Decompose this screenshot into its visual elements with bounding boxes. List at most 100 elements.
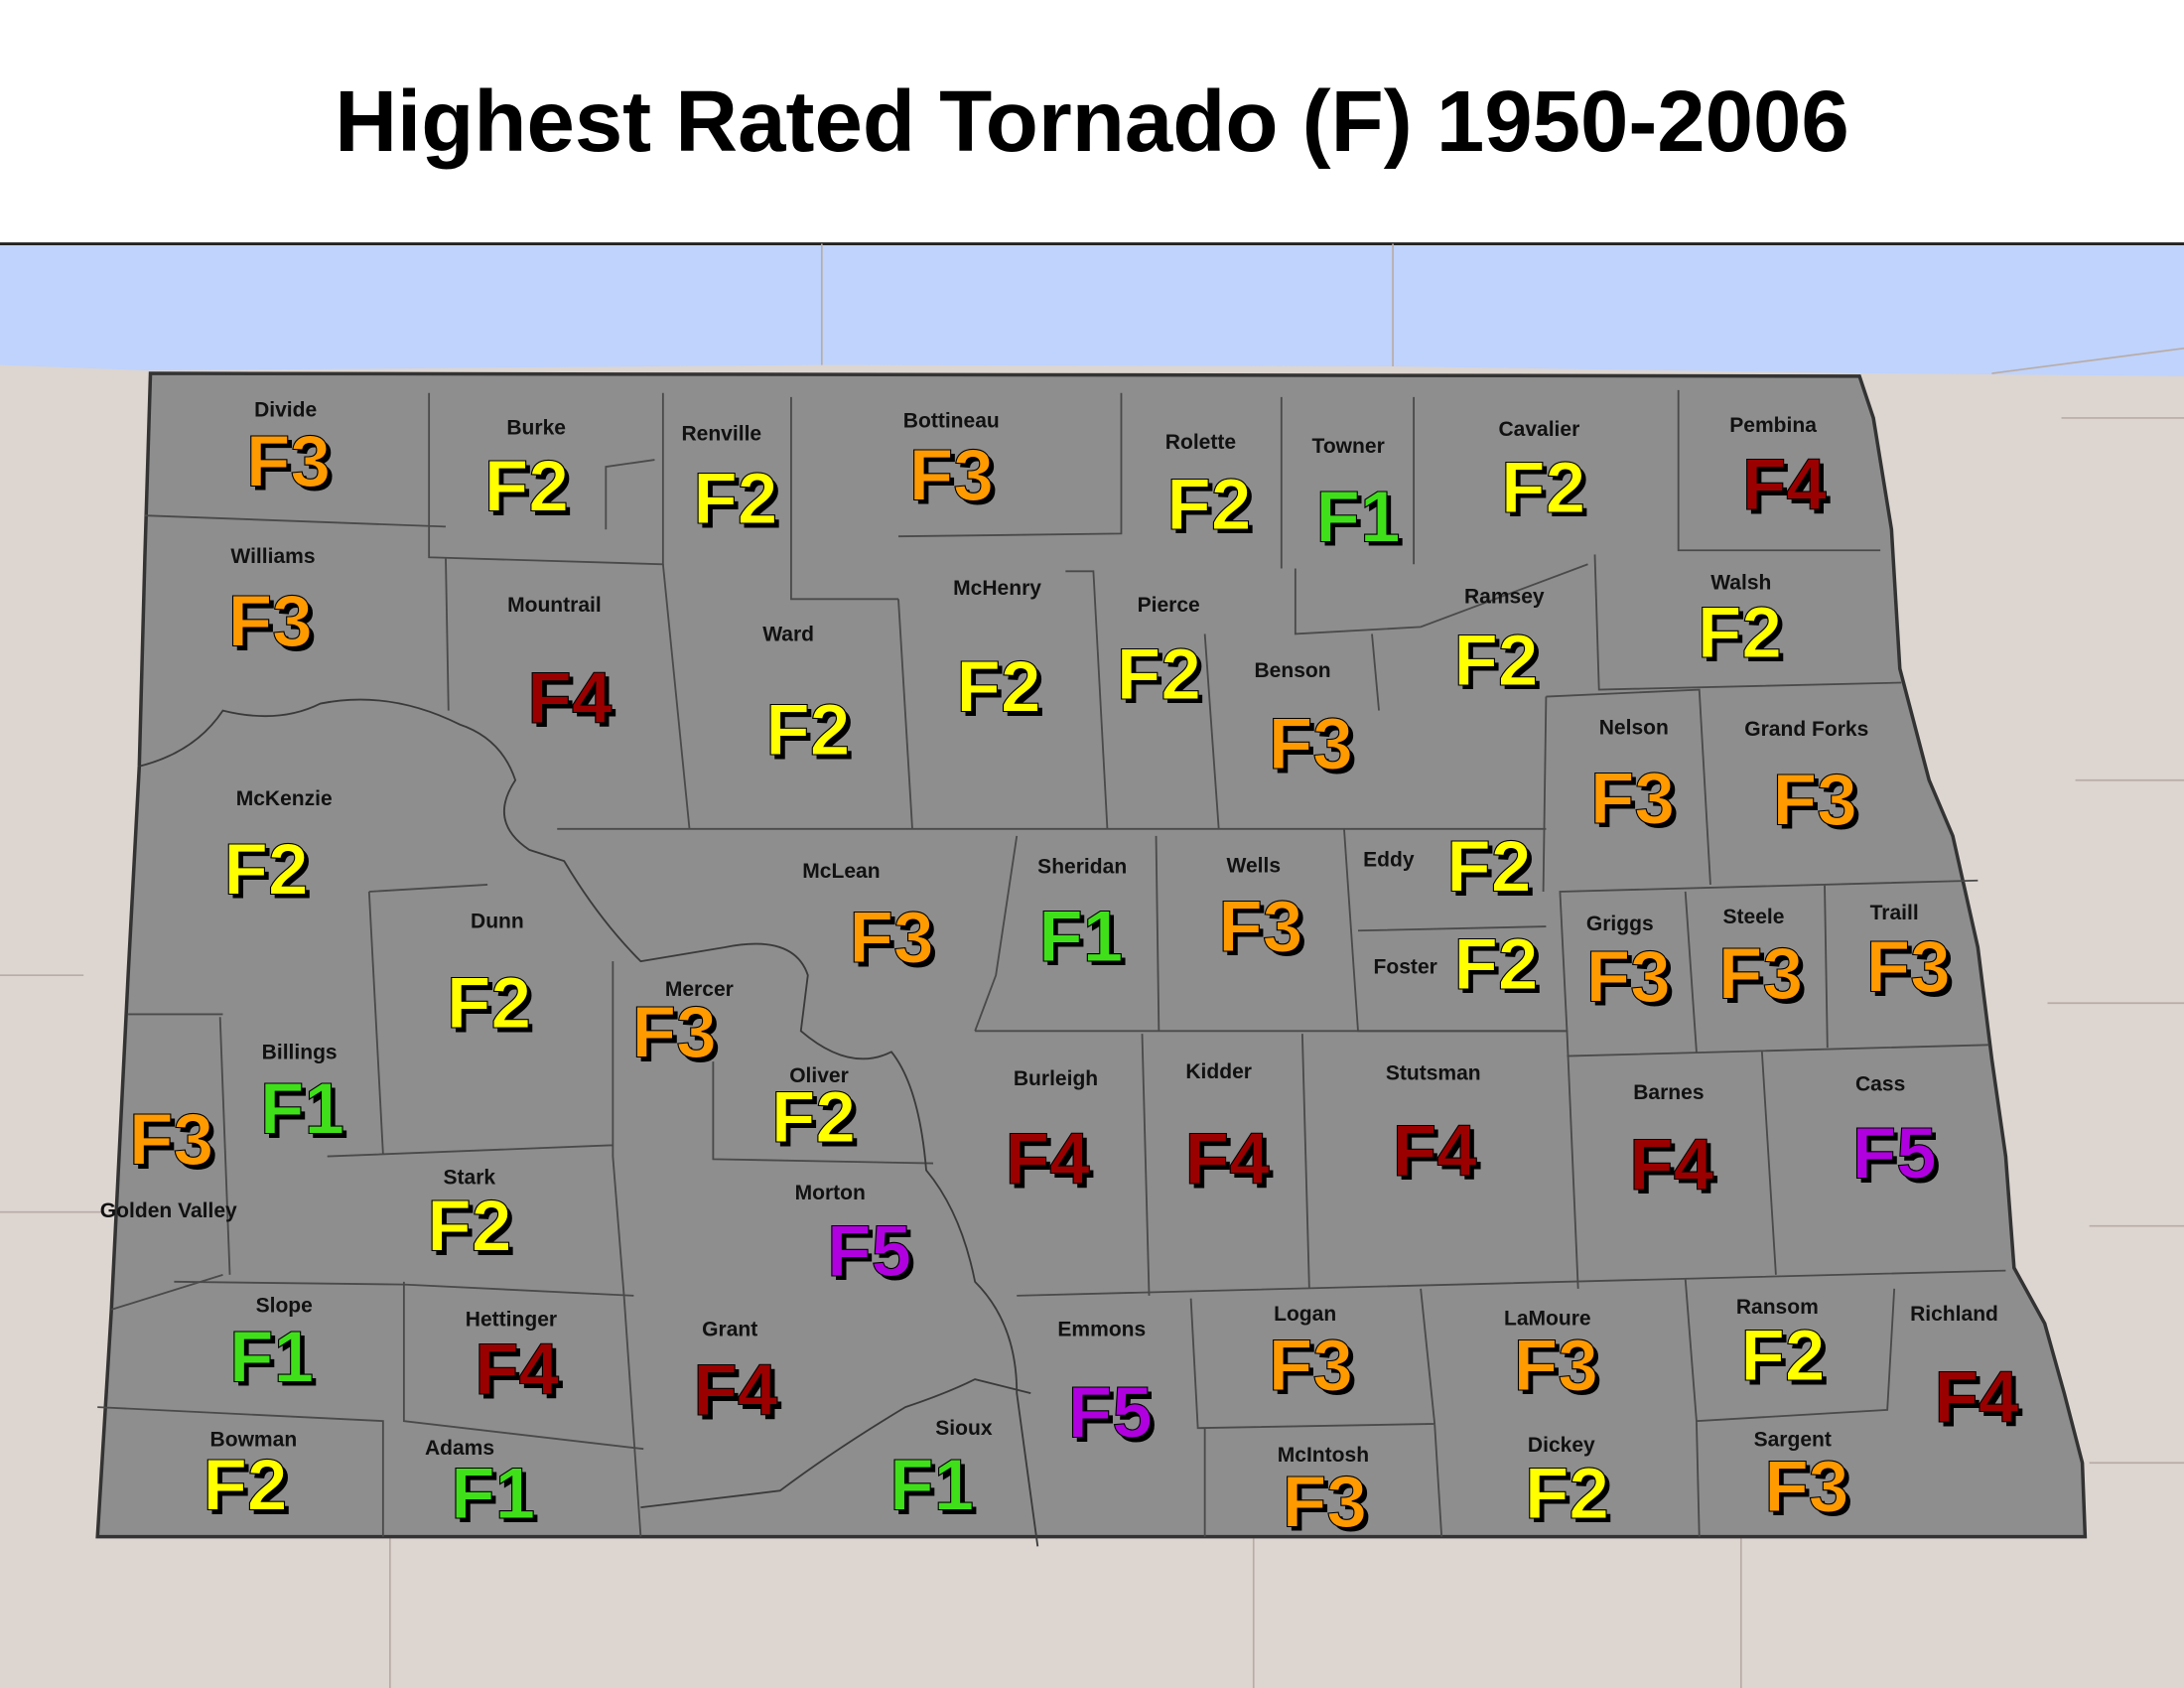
rating-shadow: F2 (451, 967, 535, 1048)
county-name: McIntosh (1278, 1444, 1369, 1467)
county-rating: F3 (1764, 1447, 1848, 1527)
county-rating: F2 (223, 829, 308, 910)
county-rating: F2 (1698, 593, 1782, 673)
rating-shadow: F1 (1042, 901, 1127, 981)
county-name: Pierce (1138, 594, 1200, 617)
county-rating: F4 (1393, 1111, 1478, 1192)
county-rating: F2 (1166, 465, 1251, 545)
county-name: Williams (230, 545, 315, 568)
rating-shadow: F2 (1458, 625, 1543, 705)
rating-shadow: F3 (854, 902, 938, 982)
county-name: Richland (1910, 1303, 1998, 1326)
county-name: Stark (444, 1167, 496, 1190)
county-name: Billings (262, 1041, 338, 1063)
county-name: Sargent (1754, 1428, 1832, 1451)
county-rating: F2 (1740, 1316, 1825, 1396)
state-outline (95, 371, 2088, 1539)
county-name: Traill (1870, 902, 1919, 924)
rating-shadow: F4 (1189, 1123, 1275, 1203)
county-rating: F3 (1590, 759, 1675, 839)
county-rating: F3 (909, 435, 994, 515)
rating-shadow: F3 (1594, 763, 1679, 843)
county-rating: F3 (1283, 1462, 1367, 1542)
rating-shadow: F1 (264, 1073, 348, 1154)
county-rating: F3 (1773, 760, 1857, 840)
county-name: Towner (1312, 435, 1385, 458)
county-name: Ransom (1736, 1296, 1819, 1319)
county-name: Pembina (1729, 414, 1817, 437)
county-rating: F2 (693, 459, 777, 539)
county-name: Cass (1855, 1073, 1905, 1096)
rating-shadow: F3 (1777, 764, 1861, 844)
rating-shadow: F3 (1518, 1330, 1602, 1410)
county-rating: F2 (1453, 621, 1538, 701)
county-name: Bottineau (903, 410, 1000, 433)
county-name: McHenry (953, 577, 1041, 600)
county-rating: F4 (1742, 445, 1828, 525)
rating-shadow: F4 (1397, 1115, 1482, 1196)
county-borders (97, 389, 2006, 1547)
county-name: Nelson (1599, 716, 1669, 739)
county-name: Burleigh (1014, 1067, 1098, 1090)
rating-shadow: F4 (1746, 449, 1832, 529)
county-rating: F5 (1852, 1114, 1937, 1195)
county-name: Grant (702, 1319, 757, 1341)
county-rating: F3 (1586, 936, 1671, 1017)
county-name: Wells (1226, 854, 1281, 877)
county-name: Benson (1254, 659, 1330, 682)
county-name: Eddy (1363, 849, 1415, 872)
rating-shadow: F3 (250, 426, 335, 506)
rating-shadow: F3 (913, 440, 998, 520)
county-name: Adams (425, 1437, 494, 1460)
county-rating: F3 (1269, 704, 1353, 784)
rating-shadow: F2 (488, 451, 573, 531)
county-name: Slope (256, 1295, 313, 1318)
county-name: Dickey (1528, 1434, 1595, 1457)
county-rating: F3 (129, 1100, 213, 1181)
county-name: Ramsey (1464, 586, 1545, 609)
county-rating: F3 (1269, 1326, 1353, 1406)
rating-shadow: F1 (1320, 482, 1405, 562)
rating-shadow: F2 (1171, 469, 1256, 549)
county-name: Burke (506, 417, 566, 440)
county-name: Steele (1722, 906, 1784, 928)
county-name: Kidder (1185, 1060, 1252, 1083)
county-rating: F3 (1866, 927, 1951, 1008)
county-name: Mercer (665, 978, 734, 1001)
rating-shadow: F4 (697, 1354, 782, 1435)
county-rating: F2 (771, 1077, 856, 1158)
county-rating: F2 (1117, 634, 1201, 715)
rating-shadow: F3 (1287, 1467, 1371, 1547)
county-name: McKenzie (236, 787, 333, 810)
county-name: LaMoure (1504, 1307, 1591, 1330)
county-name: Walsh (1710, 571, 1771, 594)
county-name: Renville (681, 422, 761, 445)
county-name: Barnes (1633, 1081, 1704, 1104)
county-rating: F1 (1038, 897, 1123, 977)
county-name: Mountrail (507, 594, 602, 617)
rating-shadow: F2 (775, 1081, 860, 1162)
rating-shadow: F4 (1633, 1129, 1718, 1209)
county-rating: F2 (1446, 827, 1531, 908)
county-name: Sioux (935, 1417, 993, 1440)
county-name: Foster (1374, 956, 1437, 979)
county-name: McLean (802, 860, 880, 883)
rating-shadow: F2 (228, 834, 313, 914)
county-name: Bowman (210, 1428, 298, 1451)
county-rating: F2 (427, 1187, 511, 1267)
county-rating: F4 (693, 1350, 778, 1431)
rating-shadow: F4 (478, 1334, 564, 1414)
county-rating: F3 (849, 898, 933, 978)
rating-shadow: F3 (1590, 941, 1675, 1022)
county-rating: F5 (827, 1211, 911, 1292)
canada-area (0, 243, 2184, 376)
rating-shadow: F4 (1939, 1361, 2024, 1442)
rating-shadow: F4 (1010, 1123, 1095, 1203)
county-name: Hettinger (466, 1309, 557, 1332)
map-title: Highest Rated Tornado (F) 1950-2006 (335, 73, 1849, 170)
rating-shadow: F2 (1745, 1320, 1830, 1400)
rating-shadow: F1 (893, 1450, 978, 1530)
